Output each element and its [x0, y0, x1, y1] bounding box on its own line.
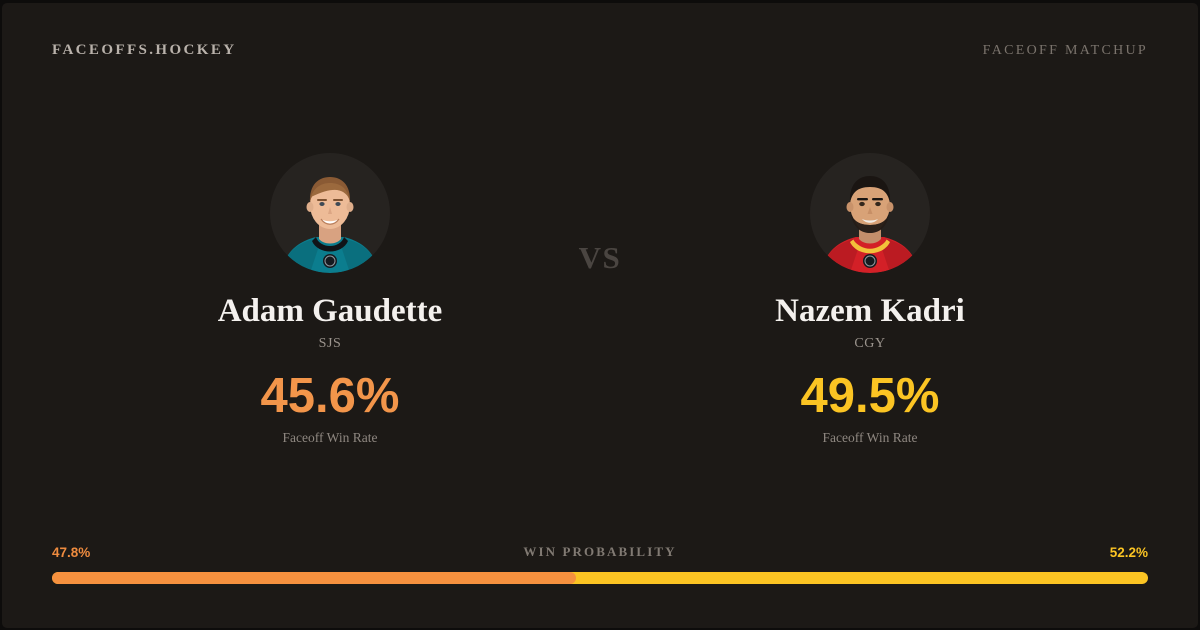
- win-probability-bar-left-fill: [52, 572, 576, 584]
- win-probability-labels: 47.8% WIN PROBABILITY 52.2%: [52, 544, 1148, 560]
- player-faceoff-pct-left: 45.6%: [260, 369, 400, 424]
- player-name-right: Nazem Kadri: [775, 293, 965, 329]
- win-probability-title: WIN PROBABILITY: [523, 544, 677, 559]
- player-stat-label-right: Faceoff Win Rate: [822, 430, 918, 446]
- avatar-left: [270, 153, 390, 273]
- matchup-card: FACEOFFS.HOCKEY FACEOFF MATCHUP: [2, 3, 1198, 628]
- win-probability-section: 47.8% WIN PROBABILITY 52.2%: [52, 544, 1148, 584]
- win-probability-right-value: 52.2%: [1109, 544, 1148, 560]
- header-tagline: FACEOFF MATCHUP: [982, 42, 1148, 58]
- header: FACEOFFS.HOCKEY FACEOFF MATCHUP: [2, 3, 1198, 98]
- site-logo[interactable]: FACEOFFS.HOCKEY: [52, 42, 237, 58]
- player-card-right[interactable]: Nazem Kadri CGY 49.5% Faceoff Win Rate: [655, 153, 1085, 446]
- player-name-left: Adam Gaudette: [217, 293, 443, 329]
- player-team-right: CGY: [854, 336, 886, 352]
- avatar-right: [810, 153, 930, 273]
- vs-divider: VS: [578, 240, 622, 275]
- win-probability-left-value: 47.8%: [52, 544, 91, 560]
- player-team-left: SJS: [318, 336, 342, 352]
- matchup-section: Adam Gaudette SJS 45.6% Faceoff Win Rate…: [2, 153, 1198, 446]
- player-stat-label-left: Faceoff Win Rate: [282, 430, 378, 446]
- player-card-left[interactable]: Adam Gaudette SJS 45.6% Faceoff Win Rate: [115, 153, 545, 446]
- win-probability-bar: [52, 572, 1148, 584]
- player-faceoff-pct-right: 49.5%: [800, 369, 940, 424]
